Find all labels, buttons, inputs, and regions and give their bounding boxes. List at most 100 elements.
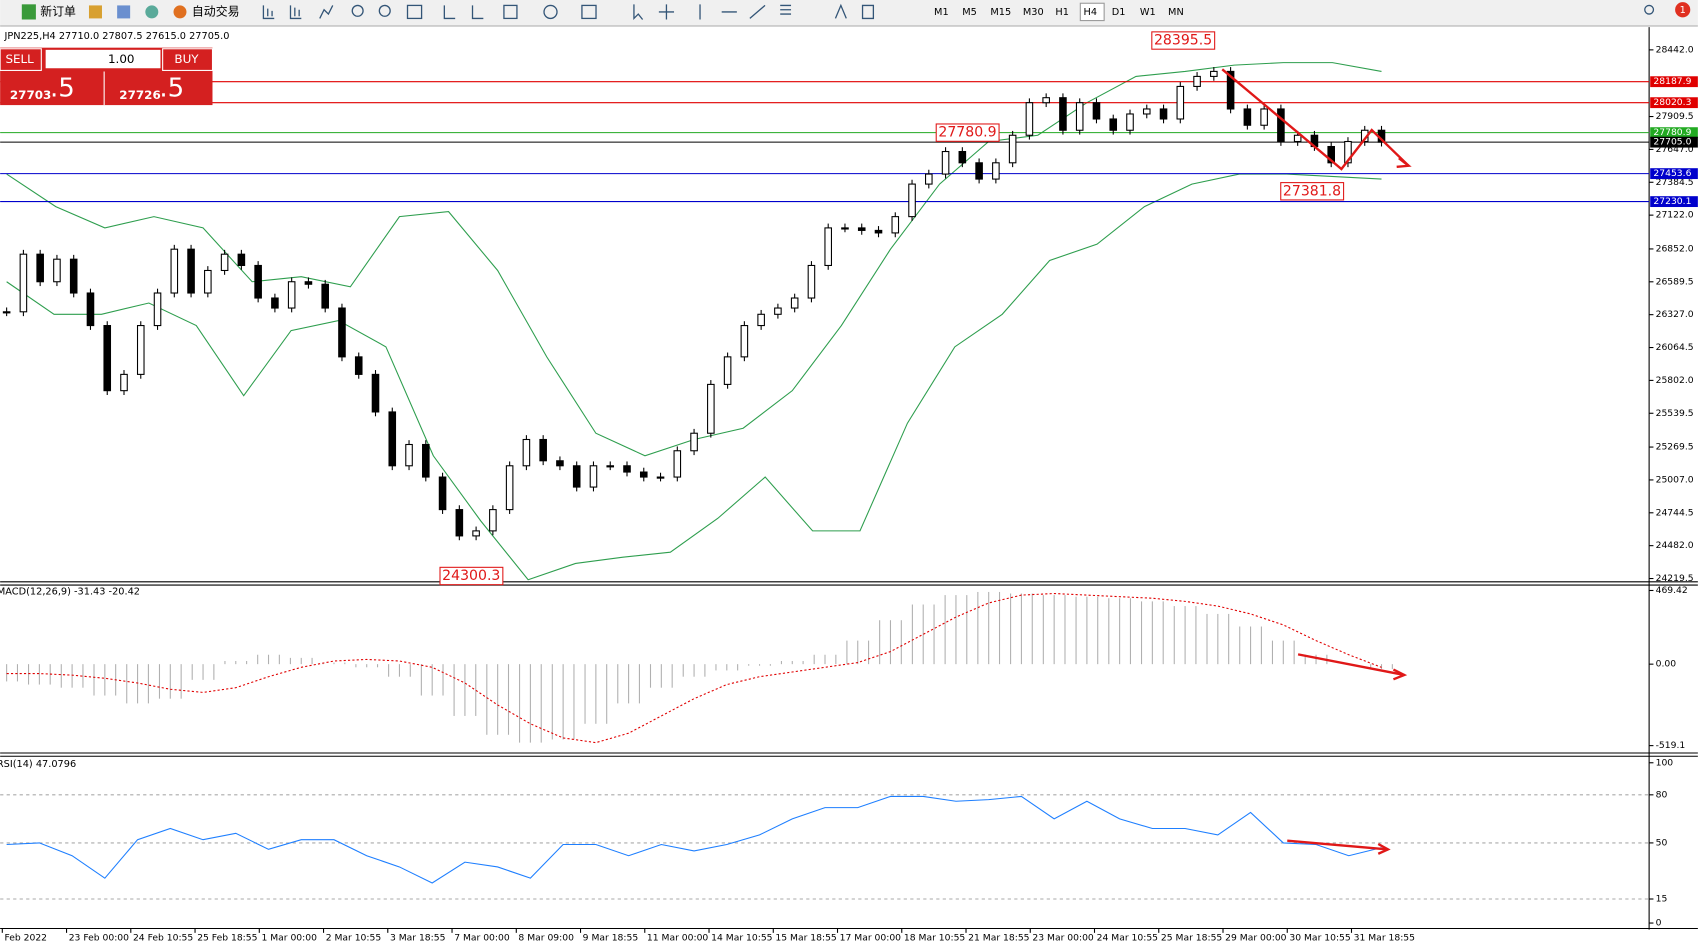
- text-tools[interactable]: [834, 3, 875, 20]
- tool-icon[interactable]: [503, 4, 518, 20]
- candle: [1109, 118, 1118, 131]
- timeframe[interactable]: H1: [1055, 7, 1069, 18]
- candle: [36, 253, 44, 283]
- price-tag: [1650, 168, 1698, 180]
- macd-label: MACD(12,26,9) -31.43 -20.42: [0, 587, 140, 598]
- bid-tail[interactable]: .5: [50, 73, 75, 103]
- candle: [841, 227, 849, 230]
- new-order-icon[interactable]: [21, 4, 36, 20]
- timeframe[interactable]: M5: [962, 7, 977, 18]
- annotation: 24300.3: [442, 568, 500, 584]
- candle: [673, 450, 682, 478]
- time-label: 17 Mar 00:00: [840, 933, 901, 944]
- auto-trading-icon[interactable]: [173, 5, 187, 19]
- y-tick-label: 24482.0: [1656, 540, 1694, 551]
- tool-icon[interactable]: [378, 4, 391, 17]
- draw-tools[interactable]: [699, 4, 792, 20]
- candle: [824, 227, 832, 267]
- volume[interactable]: 1.00: [108, 52, 135, 66]
- time-label: 29 Mar 00:00: [1225, 933, 1286, 944]
- timeframe[interactable]: M30: [1023, 7, 1044, 18]
- arrow-head: [1396, 157, 1412, 169]
- tool-icon[interactable]: [443, 5, 456, 20]
- y-tick-label: 100: [1656, 757, 1674, 768]
- tool-icon[interactable]: [471, 5, 484, 20]
- candle: [522, 438, 531, 467]
- candle: [572, 465, 581, 488]
- candle: [774, 307, 782, 315]
- panel-borders: [0, 27, 1698, 930]
- time-label: 23 Mar 00:00: [1032, 933, 1093, 944]
- auto-trading[interactable]: 自动交易: [192, 4, 240, 18]
- time-label: 11 Mar 00:00: [647, 933, 708, 944]
- ask-tail[interactable]: .5: [159, 73, 184, 103]
- timeframe[interactable]: M1: [934, 7, 949, 18]
- candle: [1226, 70, 1235, 110]
- notification-badge[interactable]: [1675, 2, 1691, 18]
- buy-button[interactable]: [162, 48, 214, 71]
- y-tick-label: 25269.5: [1656, 442, 1694, 453]
- crosshair-tool[interactable]: [658, 4, 675, 20]
- tool-icon[interactable]: [289, 5, 302, 20]
- y-tick-label: 0.00: [1656, 659, 1677, 670]
- candle: [187, 248, 195, 294]
- new-order[interactable]: 新订单: [40, 4, 76, 18]
- candle: [790, 297, 799, 309]
- candle: [757, 313, 765, 327]
- tool-icon[interactable]: [262, 5, 275, 20]
- timeframe[interactable]: MN: [1168, 7, 1184, 18]
- time-axis: Feb 2022 23 Feb 00:00 24 Feb 10:55 25 Feb 1…: [1, 928, 1415, 944]
- y-tick-label: -519.1: [1656, 740, 1686, 751]
- candle: [455, 509, 464, 537]
- timeframe[interactable]: M15: [990, 7, 1011, 18]
- timeframes: M1 M5 M15 M30 H1 H4 D1 W1 MN: [934, 2, 1184, 22]
- candle: [19, 253, 28, 313]
- time-label: 8 Mar 09:00: [518, 933, 574, 944]
- time-label: 1 Mar 00:00: [261, 933, 317, 944]
- tool-icon[interactable]: [581, 4, 597, 20]
- candle: [874, 229, 883, 234]
- y-tick-label: 50: [1656, 837, 1668, 848]
- buy-label[interactable]: BUY: [174, 52, 199, 66]
- y-tick-label: 27647.0: [1656, 144, 1694, 155]
- time-label: 18 Mar 10:55: [904, 933, 965, 944]
- candle: [857, 227, 866, 231]
- tool-icon[interactable]: [543, 4, 558, 20]
- tool-icon[interactable]: [117, 5, 131, 19]
- price-tag: [1650, 196, 1698, 208]
- cursor-tool[interactable]: [633, 4, 644, 20]
- candle: [606, 465, 615, 468]
- toolbar-icons: [262, 3, 1655, 20]
- sell-button[interactable]: [0, 48, 42, 71]
- timeframe[interactable]: H4: [1084, 7, 1098, 18]
- price-tag: [1650, 127, 1698, 139]
- price-tag-label: 27453.6: [1653, 168, 1691, 179]
- tool-icon[interactable]: [88, 5, 102, 19]
- bid-main[interactable]: 27703: [10, 88, 51, 102]
- y-tick-label: 24219.5: [1656, 573, 1694, 584]
- active-timeframe[interactable]: [1079, 2, 1105, 22]
- annotation-box: [1151, 31, 1216, 50]
- price-tag: [1650, 76, 1698, 88]
- candle: [1059, 97, 1067, 131]
- candle: [304, 281, 313, 285]
- time-label: 14 Mar 10:55: [711, 933, 772, 944]
- tool-icon[interactable]: [351, 4, 364, 17]
- ask-main[interactable]: 27726: [119, 88, 160, 102]
- candle: [405, 443, 413, 467]
- candle: [1277, 108, 1285, 143]
- tool-icon[interactable]: [406, 4, 423, 20]
- volume-box[interactable]: [45, 49, 161, 69]
- search[interactable]: [1644, 4, 1655, 15]
- timeframe[interactable]: W1: [1140, 7, 1156, 18]
- time-label: Feb 2022: [4, 933, 47, 944]
- y-tick-label: 26852.0: [1656, 243, 1694, 254]
- tool-icon[interactable]: [319, 5, 334, 19]
- sell-label[interactable]: SELL: [5, 52, 34, 66]
- candle: [556, 460, 564, 467]
- timeframe[interactable]: D1: [1112, 7, 1126, 18]
- y-tick-label: 27122.0: [1656, 210, 1694, 221]
- time-label: 25 Feb 18:55: [197, 933, 257, 944]
- tool-icon[interactable]: [145, 5, 159, 19]
